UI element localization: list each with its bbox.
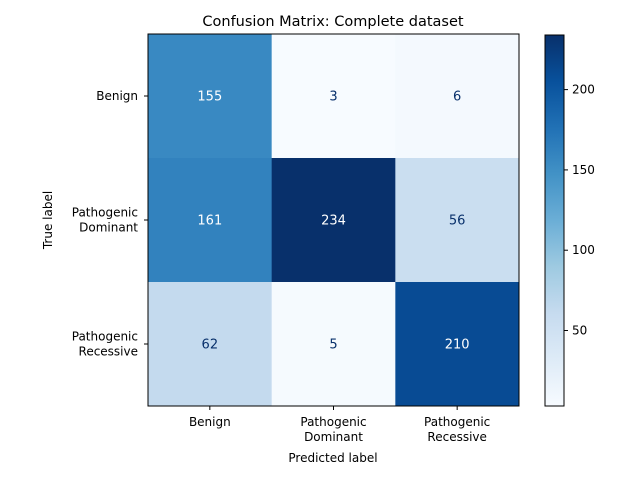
heatmap-cell bbox=[148, 158, 273, 283]
colorbar-tick-label: 150 bbox=[572, 163, 595, 177]
heatmap-cell bbox=[148, 282, 273, 407]
cell-value-label: 56 bbox=[449, 214, 466, 229]
colorbar-ticks: 50 100 150 200 bbox=[564, 83, 595, 338]
cell-value-label: 210 bbox=[445, 338, 470, 353]
cell-value-label: 6 bbox=[453, 90, 461, 105]
chart-title: Confusion Matrix: Complete dataset bbox=[202, 14, 464, 30]
x-axis-ticks: Benign Pathogenic Dominant Pathogenic Recess… bbox=[189, 406, 490, 444]
heatmap-cell bbox=[395, 34, 520, 159]
x-tick-label: Benign bbox=[189, 415, 231, 429]
heatmap-cells bbox=[148, 34, 520, 407]
cell-value-label: 155 bbox=[197, 90, 222, 105]
y-tick-label: Pathogenic Recessive bbox=[72, 330, 138, 359]
colorbar-tick-label: 200 bbox=[572, 83, 595, 97]
heatmap-cell-labels: 155 3 6 161 234 56 62 5 210 bbox=[197, 90, 469, 353]
y-tick-label: Pathogenic Dominant bbox=[72, 206, 139, 235]
cell-value-label: 5 bbox=[329, 338, 337, 353]
x-tick-label: Pathogenic Recessive bbox=[424, 415, 490, 444]
colorbar bbox=[544, 34, 565, 407]
heatmap-cell bbox=[271, 158, 396, 283]
colorbar-tick-label: 50 bbox=[572, 324, 587, 338]
x-axis-label: Predicted label bbox=[288, 451, 377, 465]
heatmap-cell bbox=[395, 282, 520, 407]
cell-value-label: 161 bbox=[197, 214, 222, 229]
colorbar-tick-label: 100 bbox=[572, 243, 595, 257]
x-tick-label: Pathogenic Dominant bbox=[300, 415, 366, 444]
heatmap-cell bbox=[271, 282, 396, 407]
cell-value-label: 62 bbox=[202, 338, 219, 353]
y-tick-label: Benign bbox=[96, 89, 138, 103]
y-axis-label: True label bbox=[41, 191, 55, 250]
y-axis-ticks: Benign Pathogenic Dominant Pathogenic Recess… bbox=[72, 89, 148, 359]
heatmap-cell bbox=[148, 34, 273, 159]
cell-value-label: 3 bbox=[329, 90, 337, 105]
cell-value-label: 234 bbox=[321, 214, 346, 229]
heatmap-cell bbox=[271, 34, 396, 159]
heatmap-cell bbox=[395, 158, 520, 283]
